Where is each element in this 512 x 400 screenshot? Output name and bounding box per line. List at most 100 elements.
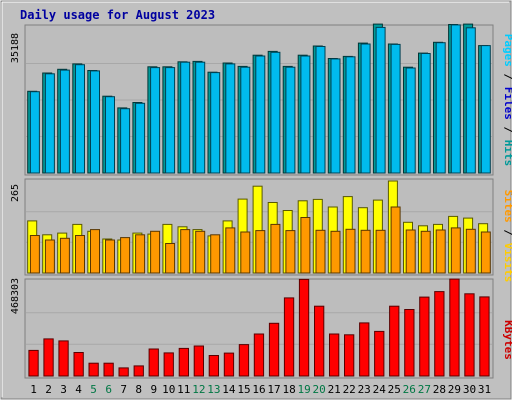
legend-visits: Visits bbox=[502, 243, 512, 283]
bar-files-day-30 bbox=[465, 27, 476, 174]
bar-files-day-17 bbox=[270, 51, 281, 174]
bar-kbytes-day-11 bbox=[178, 347, 189, 377]
bar-sites-day-26 bbox=[405, 229, 416, 274]
bar-files-day-15 bbox=[240, 66, 251, 174]
bar-kbytes-day-24 bbox=[374, 330, 385, 377]
bar-sites-day-17 bbox=[270, 223, 281, 274]
bar-files-day-18 bbox=[285, 66, 296, 174]
bar-kbytes-day-20 bbox=[314, 305, 325, 377]
x-tick-label: 10 bbox=[162, 383, 175, 396]
bar-sites-day-18 bbox=[285, 230, 296, 274]
bar-files-day-4 bbox=[75, 64, 85, 174]
bar-files-day-22 bbox=[345, 56, 356, 174]
bar-sites-day-30 bbox=[465, 228, 476, 274]
legend-files: Files bbox=[502, 87, 512, 120]
bar-files-day-21 bbox=[330, 58, 341, 174]
x-tick-label: 31 bbox=[478, 383, 491, 396]
x-tick-label: 12 bbox=[192, 383, 205, 396]
bar-sites-day-4 bbox=[75, 235, 85, 274]
bar-kbytes-day-26 bbox=[404, 309, 415, 377]
legend-pages: Pages bbox=[502, 34, 512, 67]
x-tick-label: 28 bbox=[433, 383, 446, 396]
bar-sites-day-1 bbox=[29, 235, 40, 274]
bar-sites-day-29 bbox=[450, 227, 461, 274]
bar-files-day-9 bbox=[150, 67, 161, 174]
legend-sites: Sites bbox=[502, 190, 512, 223]
bar-files-day-27 bbox=[420, 53, 431, 174]
bar-kbytes-day-30 bbox=[464, 293, 475, 377]
bar-files-day-19 bbox=[300, 55, 311, 174]
bar-sites-day-21 bbox=[330, 230, 341, 274]
bar-kbytes-day-8 bbox=[133, 365, 144, 377]
bar-kbytes-day-6 bbox=[103, 362, 114, 377]
x-tick-label: 11 bbox=[177, 383, 190, 396]
side-legend: Pages / Files / Hits bbox=[502, 34, 512, 167]
x-tick-label: 16 bbox=[252, 383, 265, 396]
y-max-label: 265 bbox=[10, 184, 21, 202]
bar-kbytes-day-12 bbox=[193, 345, 204, 377]
bar-files-day-25 bbox=[390, 43, 401, 174]
x-tick-label: 26 bbox=[403, 383, 416, 396]
bar-files-day-8 bbox=[135, 102, 146, 174]
x-tick-label: 14 bbox=[222, 383, 236, 396]
bar-files-day-23 bbox=[360, 43, 371, 174]
bar-files-day-26 bbox=[405, 67, 416, 174]
bar-sites-day-11 bbox=[180, 229, 191, 274]
side-legend: Sites / Visits bbox=[502, 190, 512, 283]
bar-kbytes-day-1 bbox=[28, 349, 39, 377]
x-tick-label: 23 bbox=[358, 383, 371, 396]
bar-kbytes-day-29 bbox=[449, 278, 460, 377]
visits-sites-panel: 265 Sites / Visits bbox=[10, 178, 512, 283]
x-tick-label: 24 bbox=[373, 383, 387, 396]
bar-sites-day-24 bbox=[375, 229, 386, 274]
x-tick-label: 6 bbox=[105, 383, 112, 396]
bar-sites-day-6 bbox=[105, 239, 115, 274]
bar-sites-day-22 bbox=[345, 228, 356, 274]
bar-sites-day-16 bbox=[255, 230, 266, 274]
kbytes-panel: 468303 KBytes bbox=[10, 278, 512, 379]
chart-title: Daily usage for August 2023 bbox=[20, 8, 215, 22]
bar-kbytes-day-15 bbox=[238, 344, 250, 377]
bar-files-day-24 bbox=[375, 26, 386, 174]
bar-files-day-10 bbox=[165, 67, 176, 174]
bar-sites-day-5 bbox=[90, 229, 100, 274]
x-tick-label: 17 bbox=[267, 383, 280, 396]
bar-kbytes-day-2 bbox=[43, 338, 54, 377]
bar-kbytes-day-7 bbox=[118, 367, 129, 377]
legend-sep: / bbox=[502, 223, 512, 243]
bar-files-day-16 bbox=[255, 55, 266, 174]
legend-hits: Hits bbox=[502, 140, 512, 167]
x-tick-label: 29 bbox=[448, 383, 461, 396]
bar-kbytes-day-19 bbox=[298, 278, 310, 377]
bar-files-day-5 bbox=[90, 70, 100, 174]
bar-files-day-12 bbox=[195, 61, 206, 174]
bar-kbytes-day-3 bbox=[58, 340, 69, 377]
bar-files-day-3 bbox=[59, 69, 70, 174]
x-tick-label: 27 bbox=[418, 383, 431, 396]
x-tick-label: 13 bbox=[207, 383, 220, 396]
legend-sep: / bbox=[502, 120, 512, 140]
bar-files-day-11 bbox=[180, 61, 191, 174]
hits-files-pages-panel: 35188 Pages / Files / Hits bbox=[10, 23, 512, 176]
x-axis-labels: 1 2 3 4 5 6 7 8 9 10 11 12 13 14 15 16 17 18 19 20 21 22 23 24 2… bbox=[30, 383, 491, 396]
bar-kbytes-day-23 bbox=[359, 322, 370, 377]
x-tick-label: 5 bbox=[90, 383, 97, 396]
bar-sites-day-20 bbox=[315, 229, 326, 274]
x-tick-label: 19 bbox=[297, 383, 310, 396]
x-tick-label: 18 bbox=[282, 383, 295, 396]
x-tick-label: 8 bbox=[135, 383, 142, 396]
bar-files-day-14 bbox=[225, 63, 236, 174]
x-tick-label: 21 bbox=[328, 383, 341, 396]
bar-kbytes-day-22 bbox=[344, 334, 355, 377]
bar-sites-day-7 bbox=[120, 237, 131, 274]
bar-files-day-29 bbox=[450, 24, 461, 174]
bar-sites-day-25 bbox=[390, 206, 401, 274]
x-tick-label: 9 bbox=[150, 383, 157, 396]
bar-files-day-7 bbox=[120, 108, 131, 174]
y-max-label: 468303 bbox=[10, 278, 21, 314]
bar-sites-day-15 bbox=[240, 231, 251, 274]
bar-sites-day-2 bbox=[44, 239, 55, 274]
x-tick-label: 20 bbox=[312, 383, 325, 396]
bar-files-day-20 bbox=[315, 46, 326, 174]
